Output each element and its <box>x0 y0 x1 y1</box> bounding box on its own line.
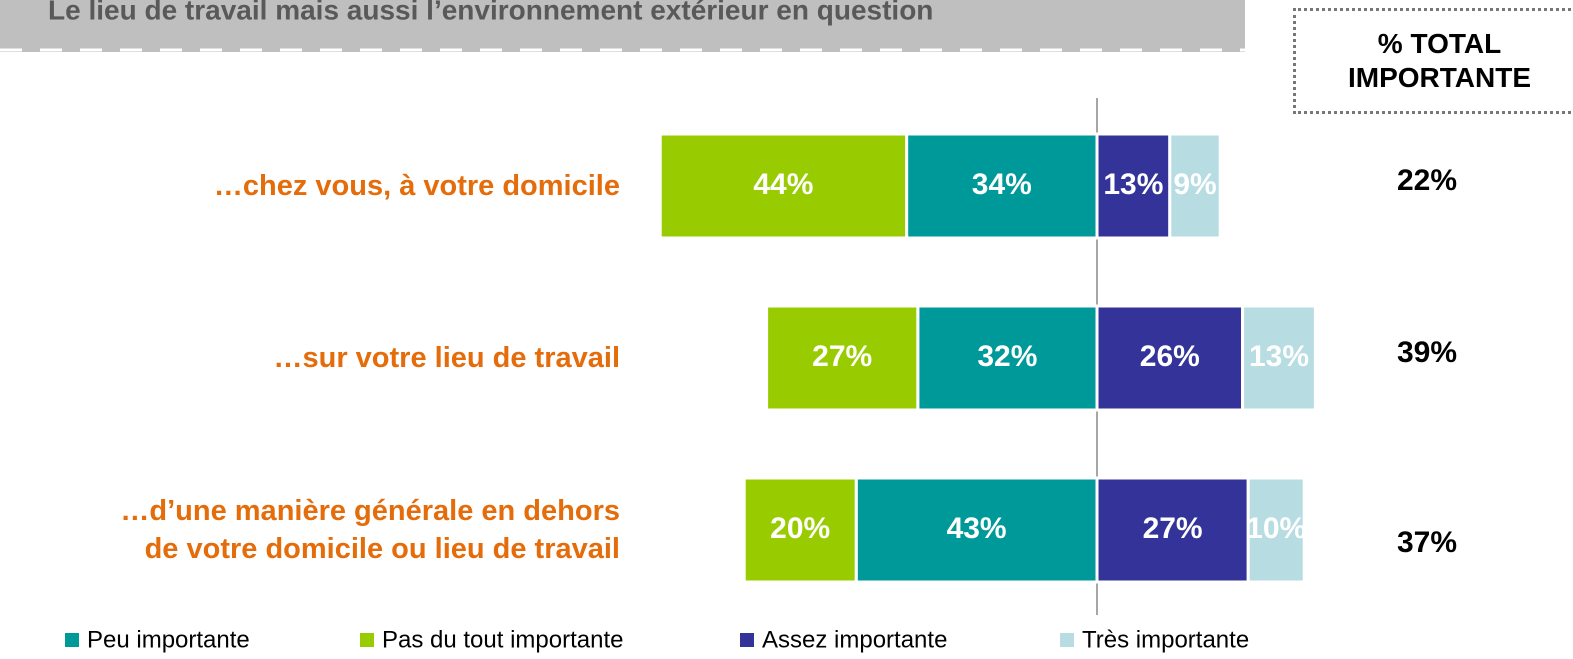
total-label: 39% <box>1397 336 1457 369</box>
legend-swatch <box>360 633 374 647</box>
data-label: 44% <box>753 168 813 201</box>
bar-segment <box>1246 476 1306 584</box>
legend-swatch <box>65 633 79 647</box>
data-label: 10% <box>1246 512 1306 545</box>
legend-label: Pas du tout importante <box>382 626 623 653</box>
legend-label: Peu importante <box>87 626 250 653</box>
data-label: 27% <box>1143 512 1203 545</box>
chart-title: Le lieu de travail mais aussi l’environn… <box>48 0 933 25</box>
title-banner <box>0 0 1245 52</box>
data-label: 32% <box>977 340 1037 373</box>
category-label: …d’une manière générale en dehors de vot… <box>120 495 620 565</box>
bar-segment <box>658 132 909 240</box>
data-label: 34% <box>972 168 1032 201</box>
category-label: …sur votre lieu de travail <box>273 342 620 374</box>
legend-label: Assez importante <box>762 626 947 653</box>
total-label: 37% <box>1397 526 1457 559</box>
bar-segment <box>742 476 858 584</box>
bar-segment <box>1241 304 1317 412</box>
data-label: 20% <box>770 512 830 545</box>
category-label: …chez vous, à votre domicile <box>213 170 620 202</box>
bar-segment <box>854 476 1099 584</box>
data-label: 13% <box>1249 340 1309 373</box>
bar-segment <box>1095 304 1245 412</box>
total-label: 22% <box>1397 164 1457 197</box>
bar-segment <box>1168 132 1222 240</box>
legend-swatch <box>1060 633 1074 647</box>
bar-segment <box>916 304 1099 412</box>
data-label: 13% <box>1103 168 1163 201</box>
data-label: 43% <box>947 512 1007 545</box>
data-label: 27% <box>812 340 872 373</box>
data-label: 9% <box>1173 168 1216 201</box>
bar-segment <box>905 132 1099 240</box>
legend-label: Très importante <box>1082 626 1249 653</box>
bar-segment <box>1095 476 1250 584</box>
bar-segment <box>765 304 920 412</box>
bar-segment <box>1095 132 1172 240</box>
totals-header: % TOTAL IMPORTANTE <box>1293 8 1573 114</box>
legend-swatch <box>740 633 754 647</box>
data-label: 26% <box>1140 340 1200 373</box>
